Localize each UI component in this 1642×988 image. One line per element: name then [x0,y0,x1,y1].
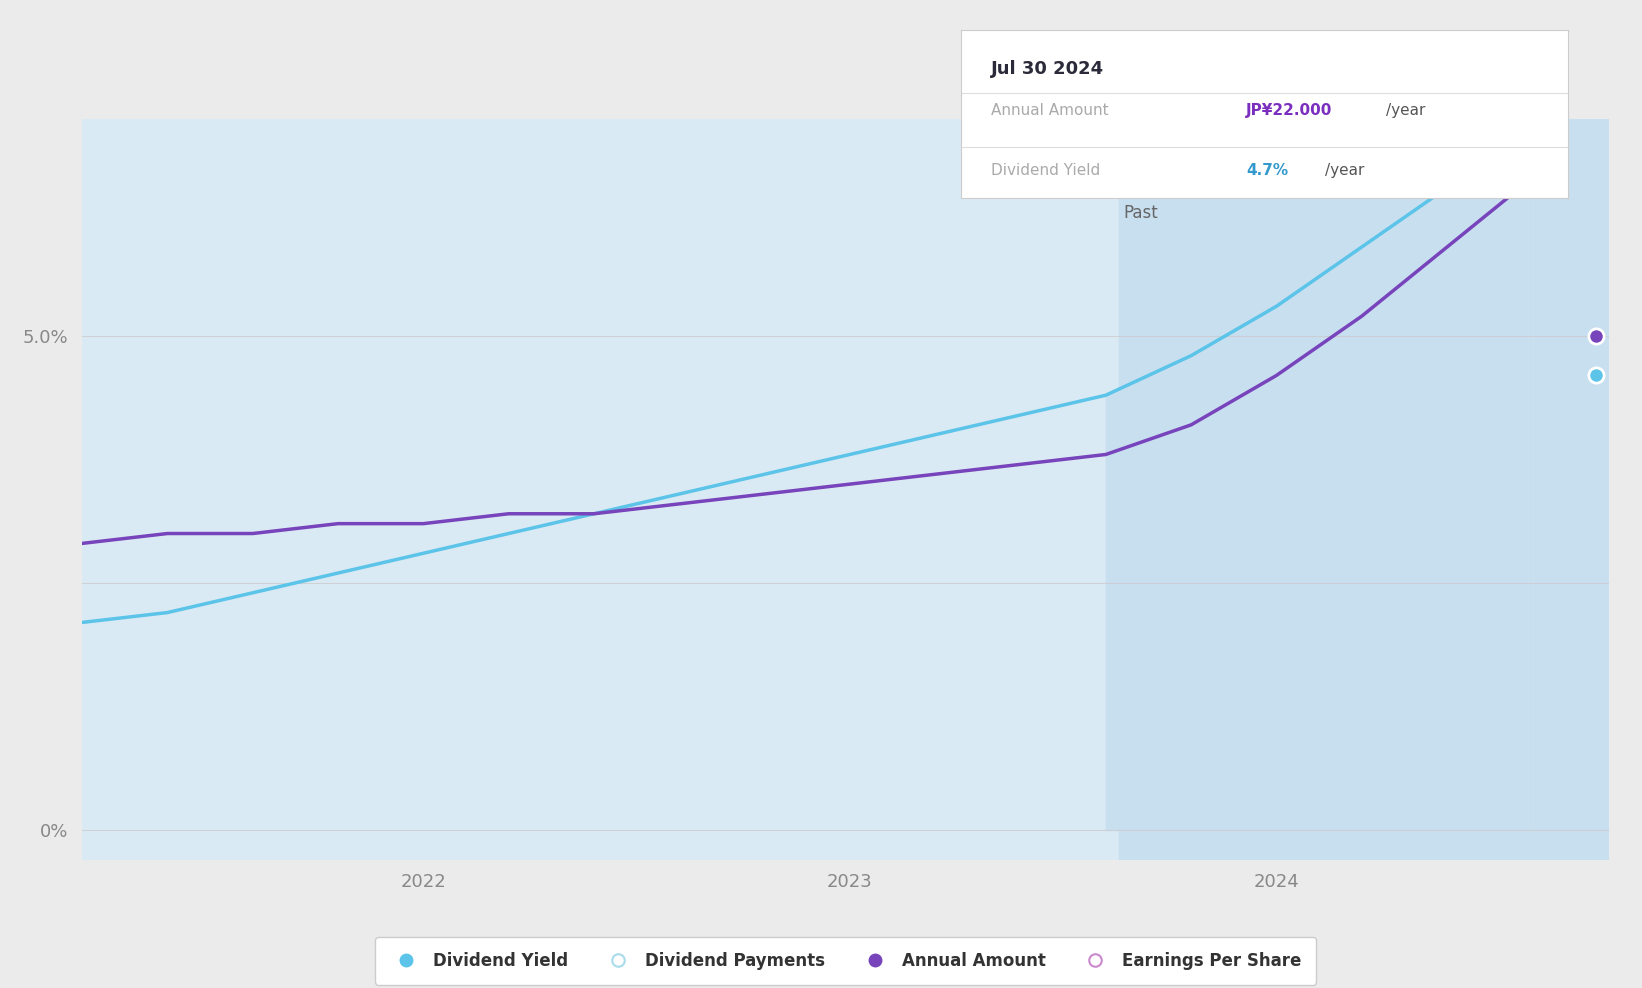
Text: 4.7%: 4.7% [1246,163,1289,178]
Bar [1118,119,1609,860]
Text: JP¥22.000: JP¥22.000 [1246,103,1333,118]
Text: /year: /year [1325,163,1365,178]
Text: /year: /year [1386,103,1425,118]
Text: Jul 30 2024: Jul 30 2024 [990,60,1103,78]
Legend: Dividend Yield, Dividend Payments, Annual Amount, Earnings Per Share: Dividend Yield, Dividend Payments, Annua… [374,937,1317,985]
Text: Dividend Yield: Dividend Yield [990,163,1100,178]
Text: Past: Past [1123,204,1158,222]
Text: Annual Amount: Annual Amount [990,103,1108,118]
